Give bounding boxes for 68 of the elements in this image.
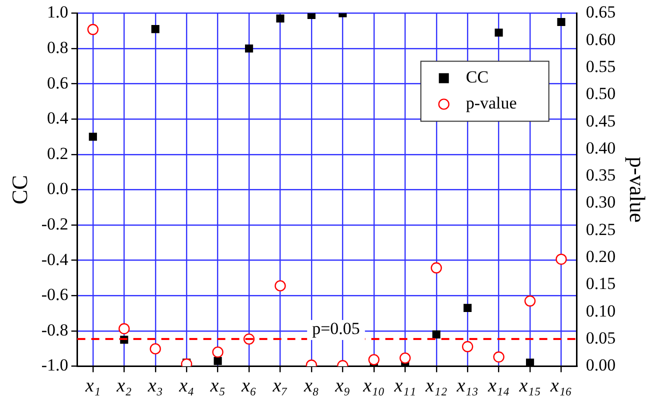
point	[462, 341, 474, 352]
y-axis-title: CC	[6, 175, 32, 204]
point	[274, 280, 286, 292]
point	[464, 304, 472, 312]
y2-tick-label: 0.35	[586, 166, 616, 185]
y2-tick-label: 0.25	[586, 220, 616, 239]
y2-tick-label: 0.15	[586, 274, 616, 294]
x-tick-label: x₁	[84, 376, 100, 397]
y2-tick-label: 0.40	[586, 138, 616, 158]
x-tick-label: x₁₄	[486, 376, 510, 397]
y2-tick-label: 0.05	[586, 328, 616, 348]
y-tick-label: -0.2	[41, 214, 68, 234]
y2-tick-label: 0.60	[586, 30, 616, 49]
point	[368, 354, 380, 366]
y-tick-label: -0.8	[41, 320, 68, 340]
legend-label: p-value	[466, 94, 517, 113]
point	[212, 346, 224, 358]
x-tick-label: x₃	[146, 376, 163, 397]
y2-tick-label: 0.20	[586, 247, 616, 266]
point	[400, 352, 411, 364]
y2-tick-label: 0.50	[586, 84, 616, 104]
y2-tick-label: 0.65	[586, 2, 616, 22]
point	[432, 330, 440, 338]
ref-line-label: p=0.05	[312, 319, 360, 338]
point	[214, 356, 222, 365]
x-tick-label: x₈	[302, 376, 319, 397]
y2-axis-title: p-value	[625, 156, 650, 223]
y-tick-label: 0.4	[47, 108, 69, 128]
point	[88, 132, 97, 141]
point	[557, 18, 566, 26]
y-tick-label: 0.8	[47, 38, 68, 57]
x-tick-label: x₅	[209, 376, 226, 397]
x-tick-label: x₉	[334, 376, 350, 397]
point	[430, 262, 442, 274]
point	[118, 323, 130, 334]
x-tick-label: x₆	[240, 376, 257, 397]
point	[151, 25, 160, 34]
y2-tick-label: 0.10	[586, 301, 616, 320]
y-tick-label: 0.0	[47, 179, 68, 198]
y-tick-label: -0.4	[41, 250, 69, 269]
legend-label: CC	[466, 68, 489, 87]
y2-tick-label: 0.00	[586, 356, 616, 375]
x-tick-label: x₂	[116, 376, 132, 397]
point	[524, 295, 536, 307]
point	[556, 254, 567, 265]
x-tick-label: x₁₃	[456, 376, 478, 397]
y-tick-label: 1.0	[47, 2, 68, 22]
x-tick-label: x₄	[178, 376, 194, 397]
x-tick-label: x₁₂	[424, 376, 448, 397]
x-tick-label: x₇	[272, 376, 288, 397]
point	[244, 44, 254, 53]
point	[150, 343, 161, 354]
y2-tick-label: 0.30	[586, 192, 616, 212]
y-tick-label: -0.6	[41, 285, 68, 304]
y-tick-label: 0.2	[47, 144, 68, 163]
x-tick-label: x₁₁	[393, 376, 416, 397]
point	[494, 28, 503, 37]
x-tick-label: x₁₆	[549, 376, 572, 397]
y2-tick-label: 0.45	[586, 111, 616, 130]
point	[276, 14, 284, 23]
point	[493, 351, 504, 363]
point	[526, 358, 534, 366]
y2-tick-label: 0.55	[586, 56, 616, 76]
y-tick-label: 0.6	[47, 73, 68, 92]
x-tick-label: x₁₅	[518, 376, 541, 397]
point	[87, 24, 99, 36]
x-tick-label: x₁₀	[362, 376, 385, 397]
y-tick-label: -1.0	[41, 356, 68, 375]
